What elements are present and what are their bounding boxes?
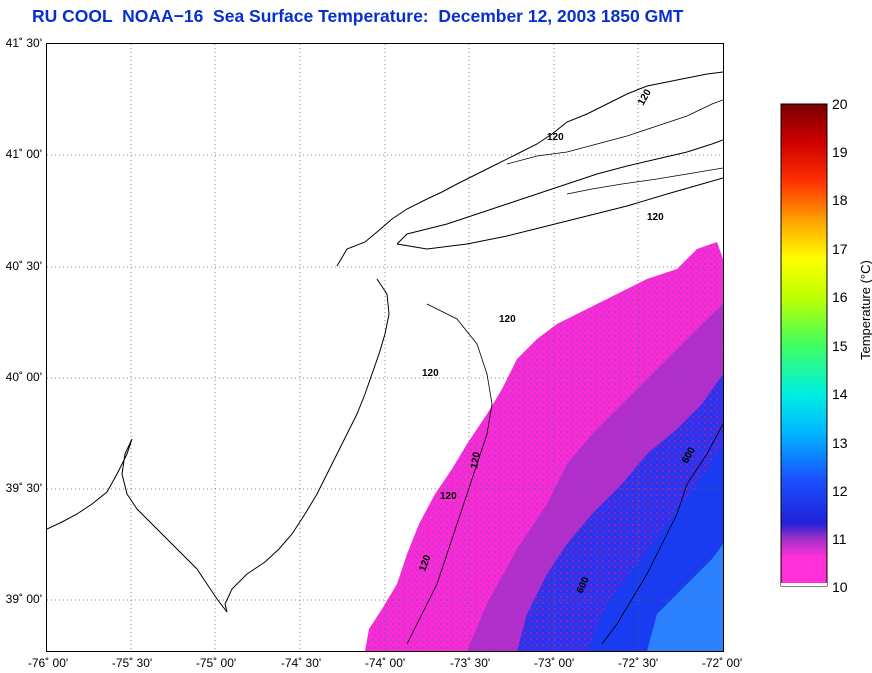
colorbar-tick: 11 [832, 531, 847, 547]
delaware-bay-coast [46, 438, 228, 613]
map-canvas: 120 120 120 120 120 120 120 120 600 600 [46, 44, 724, 651]
contour-label: 120 [440, 491, 457, 502]
lat-label: 41˚ 30' [5, 36, 42, 50]
lat-label: 39˚ 00' [5, 592, 42, 606]
colorbar-title: Temperature (°C) [858, 260, 872, 360]
colorbar-tick: 16 [832, 289, 848, 305]
map-title: RU COOL NOAA−16 Sea Surface Temperature:… [32, 6, 684, 26]
sst-cyan-patch [647, 544, 723, 651]
temperature-colorbar [780, 103, 828, 587]
lon-label: -73˚ 30' [449, 656, 491, 670]
lat-label: 39˚ 30' [5, 481, 42, 495]
lon-label: -72˚ 30' [617, 656, 659, 670]
sst-data-layer [365, 242, 723, 651]
colorbar-tick: 18 [832, 192, 848, 208]
contour-label: 120 [647, 212, 664, 223]
colorbar-tick: 13 [832, 435, 848, 451]
lon-label: -72˚ 00' [701, 656, 743, 670]
lon-label: -76˚ 00' [27, 656, 69, 670]
lon-label: -74˚ 00' [364, 656, 406, 670]
map-panel: 120 120 120 120 120 120 120 120 600 600 [46, 43, 724, 652]
colorbar-tick: 12 [832, 483, 848, 499]
lon-label: -73˚ 00' [533, 656, 575, 670]
contour-label: 120 [547, 132, 564, 143]
long-island-coast [396, 139, 724, 250]
lat-label: 40˚ 00' [5, 370, 42, 384]
colorbar-tick: 17 [832, 241, 848, 257]
colorbar-tick: 14 [832, 386, 848, 402]
lon-label: -75˚ 00' [195, 656, 237, 670]
contour-label: 120 [422, 368, 439, 379]
colorbar-tick: 19 [832, 144, 848, 160]
lat-label: 41˚ 00' [5, 147, 42, 161]
lat-label: 40˚ 30' [5, 259, 42, 273]
colorbar-tick: 10 [832, 579, 848, 595]
colorbar-tick: 20 [832, 96, 848, 112]
colorbar-tick: 15 [832, 338, 848, 354]
lon-label: -75˚ 30' [111, 656, 153, 670]
contour-label: 120 [499, 314, 516, 325]
contour-120-south [406, 303, 493, 645]
graticule [47, 44, 723, 651]
new-england-coast [336, 71, 724, 267]
new-jersey-coast [224, 278, 390, 613]
coastline [46, 71, 724, 645]
colorbar-gradient [780, 103, 828, 587]
contour-120-north [506, 99, 724, 195]
contour-600 [601, 423, 724, 645]
contour-label: 120 [636, 87, 654, 107]
contour-label: 120 [469, 451, 483, 470]
lon-label: -74˚ 30' [280, 656, 322, 670]
